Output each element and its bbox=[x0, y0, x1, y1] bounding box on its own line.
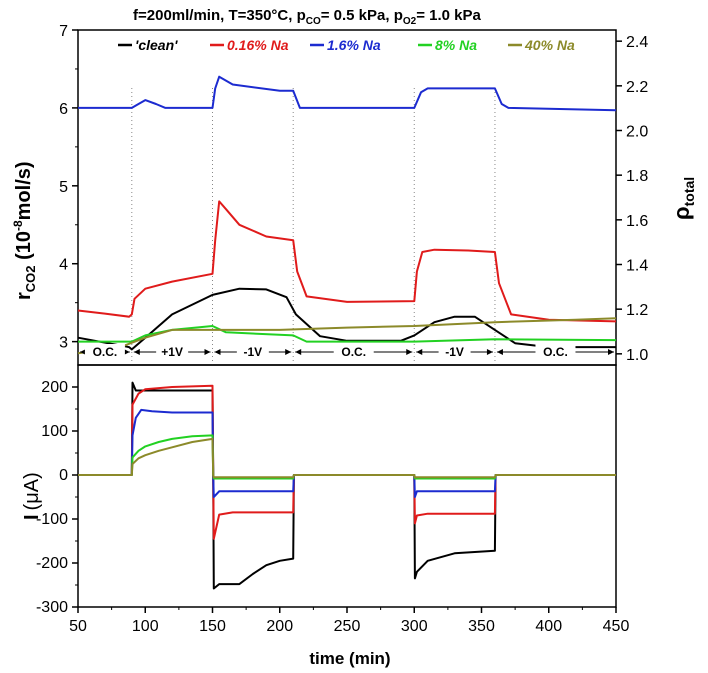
phase-label-bg-0 bbox=[84, 344, 125, 360]
legend-label-3: 8% Na bbox=[435, 37, 477, 53]
top-left-tick-label-2: 5 bbox=[59, 179, 68, 196]
top-panel: 3 4 5 6 7 1.0 1.2 1.4 1.6 1.8 2.0 2.2 2.4 O.C. +1V -1… bbox=[59, 23, 648, 366]
phase-arrowhead-left-4 bbox=[416, 349, 423, 355]
top-series-line-0 bbox=[77, 287, 616, 351]
bottom-ylabel: I(μA) bbox=[21, 472, 43, 520]
phase-labels: O.C. +1V -1V O.C. -1V O.C. bbox=[80, 344, 614, 360]
phase-arrowhead-right-0 bbox=[123, 349, 130, 355]
bottom-left-axis: -300 -200 -100 0 100 200 bbox=[36, 379, 78, 616]
top-series-line-4 bbox=[77, 317, 617, 355]
bottom-tick-label-0: -300 bbox=[36, 599, 68, 616]
bottom-series-line-2 bbox=[78, 408, 616, 498]
legend-label-0: 'clean' bbox=[135, 37, 178, 53]
top-right-tick-label-4: 1.8 bbox=[626, 168, 648, 185]
x-tick-label-2: 150 bbox=[199, 618, 226, 635]
bottom-tick-label-3: 0 bbox=[59, 467, 68, 484]
top-left-tick-label-1: 4 bbox=[59, 257, 68, 274]
bottom-series-line-0 bbox=[78, 381, 616, 590]
x-axis-label: time (min) bbox=[309, 649, 390, 668]
phase-label-5: O.C. bbox=[543, 345, 568, 359]
phase-label-0: O.C. bbox=[93, 345, 118, 359]
phase-dividers bbox=[131, 88, 496, 365]
phase-arrowhead-left-2 bbox=[214, 349, 221, 355]
phase-arrowhead-right-5 bbox=[608, 349, 614, 355]
bottom-series-line-3 bbox=[78, 434, 616, 480]
top-left-tick-label-3: 6 bbox=[59, 101, 68, 118]
bottom-series-line-1 bbox=[78, 384, 616, 540]
x-tick-label-7: 400 bbox=[535, 618, 562, 635]
phase-label-2: -1V bbox=[244, 345, 263, 359]
bottom-series bbox=[78, 381, 616, 590]
top-right-tick-label-6: 2.2 bbox=[626, 79, 648, 96]
bottom-tick-label-4: 100 bbox=[41, 423, 68, 440]
top-right-axis: 1.0 1.2 1.4 1.6 1.8 2.0 2.2 2.4 bbox=[616, 34, 648, 364]
top-left-ylabel: rCO2 (10-8mol/s) bbox=[11, 161, 38, 300]
x-tick-label-1: 100 bbox=[132, 618, 159, 635]
phase-label-bg-5 bbox=[535, 344, 576, 360]
phase-arrowhead-right-1 bbox=[204, 349, 211, 355]
phase-label-4: -1V bbox=[445, 345, 464, 359]
legend: 'clean' 0.16% Na 1.6% Na 8% Na 40% Na bbox=[118, 37, 575, 53]
phase-label-1: +1V bbox=[161, 345, 183, 359]
phase-arrowhead-left-1 bbox=[133, 349, 140, 355]
top-series-line-1 bbox=[77, 200, 617, 323]
x-tick-label-6: 350 bbox=[468, 618, 495, 635]
phase-label-bg-1 bbox=[156, 344, 189, 360]
top-right-tick-label-5: 2.0 bbox=[626, 124, 648, 141]
x-tick-label-4: 250 bbox=[334, 618, 361, 635]
bottom-tick-label-2: -100 bbox=[36, 511, 68, 528]
phase-label-3: O.C. bbox=[341, 345, 366, 359]
top-left-tick-label-4: 7 bbox=[59, 23, 68, 40]
top-left-axis: 3 4 5 6 7 bbox=[59, 23, 78, 352]
bottom-plot-frame bbox=[77, 364, 617, 608]
top-series-line-3 bbox=[78, 325, 617, 343]
legend-label-1: 0.16% Na bbox=[227, 37, 289, 53]
x-tick-label-0: 50 bbox=[69, 618, 87, 635]
top-right-tick-label-0: 1.0 bbox=[626, 347, 648, 364]
x-tick-label-5: 300 bbox=[401, 618, 428, 635]
chart-title: f=200ml/min, T=350°C, pCO= 0.5 kPa, pO2=… bbox=[133, 7, 482, 27]
phase-label-bg-3 bbox=[333, 344, 374, 360]
phase-label-bg-2 bbox=[236, 344, 269, 360]
top-right-tick-label-3: 1.6 bbox=[626, 213, 648, 230]
top-right-tick-label-7: 2.4 bbox=[626, 34, 648, 51]
top-right-tick-label-1: 1.2 bbox=[626, 302, 648, 319]
bottom-tick-label-5: 200 bbox=[41, 379, 68, 396]
x-tick-label-8: 450 bbox=[603, 618, 630, 635]
phase-arrowhead-right-3 bbox=[406, 349, 413, 355]
phase-arrowhead-left-5 bbox=[496, 349, 503, 355]
top-series bbox=[77, 75, 617, 355]
bottom-tick-label-1: -200 bbox=[36, 555, 68, 572]
x-axis: 50 100 150 200 250 300 350 400 450 bbox=[69, 607, 629, 635]
phase-arrowhead-left-3 bbox=[295, 349, 302, 355]
x-tick-label-3: 200 bbox=[266, 618, 293, 635]
bottom-panel: -300 -200 -100 0 100 200 50 100 150 200 250 300 350… bbox=[36, 364, 629, 635]
top-left-tick-label-0: 3 bbox=[59, 335, 68, 352]
bottom-series-line-4 bbox=[78, 437, 616, 479]
top-series-line-2 bbox=[78, 75, 617, 112]
top-plot-frame bbox=[77, 29, 617, 366]
phase-arrowhead-left-0 bbox=[80, 349, 86, 355]
legend-label-4: 40% Na bbox=[524, 37, 575, 53]
top-right-tick-label-2: 1.4 bbox=[626, 258, 648, 275]
legend-label-2: 1.6% Na bbox=[327, 37, 381, 53]
top-right-ylabel: ρtotal bbox=[669, 177, 697, 220]
phase-arrowhead-right-4 bbox=[486, 349, 493, 355]
phase-label-bg-4 bbox=[438, 344, 471, 360]
phase-arrowhead-right-2 bbox=[285, 349, 292, 355]
